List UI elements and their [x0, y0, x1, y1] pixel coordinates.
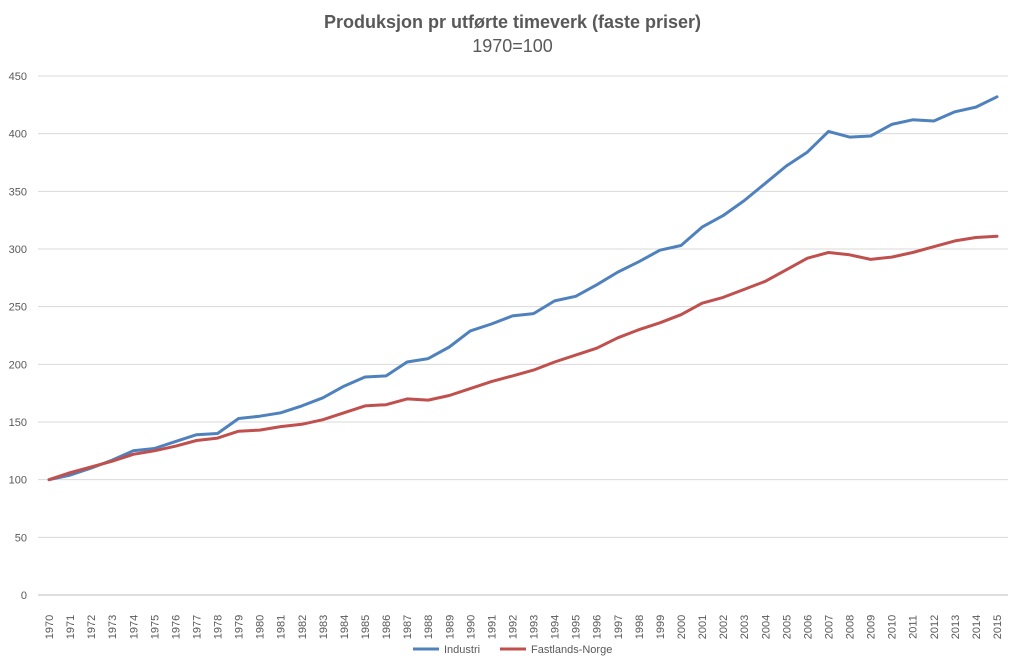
x-tick-label: 2015 — [992, 615, 1004, 639]
x-tick-label: 1976 — [170, 615, 182, 639]
legend-label: Industri — [444, 644, 480, 656]
x-tick-label: 1985 — [360, 615, 372, 639]
chart-subtitle: 1970=100 — [472, 36, 553, 56]
x-tick-label: 1978 — [213, 615, 225, 639]
y-tick-label: 350 — [9, 186, 27, 198]
x-tick-label: 2014 — [971, 615, 983, 639]
y-tick-label: 400 — [9, 129, 27, 141]
x-tick-label: 2001 — [697, 615, 709, 639]
x-tick-label: 1980 — [255, 615, 267, 639]
x-tick-label: 1998 — [634, 615, 646, 639]
y-tick-label: 100 — [9, 475, 27, 487]
legend-label: Fastlands-Norge — [531, 644, 612, 656]
x-tick-label: 1981 — [276, 615, 288, 639]
x-tick-label: 2012 — [929, 615, 941, 639]
x-tick-label: 1972 — [86, 615, 98, 639]
x-tick-label: 2008 — [845, 615, 857, 639]
x-tick-label: 1996 — [592, 615, 604, 639]
x-tick-label: 1983 — [318, 615, 330, 639]
x-tick-label: 1988 — [423, 615, 435, 639]
x-tick-label: 1999 — [655, 615, 667, 639]
x-tick-label: 1994 — [550, 615, 562, 639]
x-tick-label: 2010 — [887, 615, 899, 639]
y-tick-label: 200 — [9, 359, 27, 371]
y-tick-label: 150 — [9, 417, 27, 429]
x-tick-label: 2009 — [866, 615, 878, 639]
x-tick-label: 2000 — [676, 615, 688, 639]
x-tick-label: 1987 — [402, 615, 414, 639]
x-tick-label: 1986 — [381, 615, 393, 639]
series-line-industri — [47, 95, 999, 482]
x-tick-label: 1975 — [149, 615, 161, 639]
x-tick-label: 2006 — [802, 615, 814, 639]
x-tick-label: 1979 — [234, 615, 246, 639]
chart-title: Produksjon pr utførte timeverk (faste pr… — [323, 12, 702, 32]
x-tick-label: 1991 — [486, 615, 498, 639]
x-tick-label: 2004 — [760, 615, 772, 639]
series-line-fastlands-norge — [47, 234, 999, 482]
x-tick-label: 1971 — [65, 615, 77, 639]
x-tick-label: 2002 — [718, 615, 730, 639]
x-tick-label: 1993 — [529, 615, 541, 639]
y-tick-label: 0 — [21, 590, 27, 602]
x-tick-label: 1970 — [44, 615, 56, 639]
x-tick-label: 2007 — [823, 615, 835, 639]
x-tick-label: 1984 — [339, 615, 351, 639]
x-tick-label: 1989 — [444, 615, 456, 639]
x-tick-label: 1990 — [465, 615, 477, 639]
x-tick-label: 1995 — [571, 615, 583, 639]
x-tick-label: 1977 — [191, 615, 203, 639]
x-tick-label: 1992 — [507, 615, 519, 639]
x-tick-label: 1982 — [297, 615, 309, 639]
x-tick-label: 2003 — [739, 615, 751, 639]
x-tick-label: 1974 — [128, 615, 140, 639]
y-tick-label: 450 — [9, 71, 27, 83]
x-tick-label: 2005 — [781, 615, 793, 639]
x-tick-label: 2011 — [908, 615, 920, 639]
x-tick-label: 1997 — [613, 615, 625, 639]
x-tick-label: 1973 — [107, 615, 119, 639]
x-tick-label: 2013 — [950, 615, 962, 639]
y-tick-label: 250 — [9, 302, 27, 314]
y-tick-label: 50 — [15, 532, 27, 544]
y-tick-label: 300 — [9, 244, 27, 256]
